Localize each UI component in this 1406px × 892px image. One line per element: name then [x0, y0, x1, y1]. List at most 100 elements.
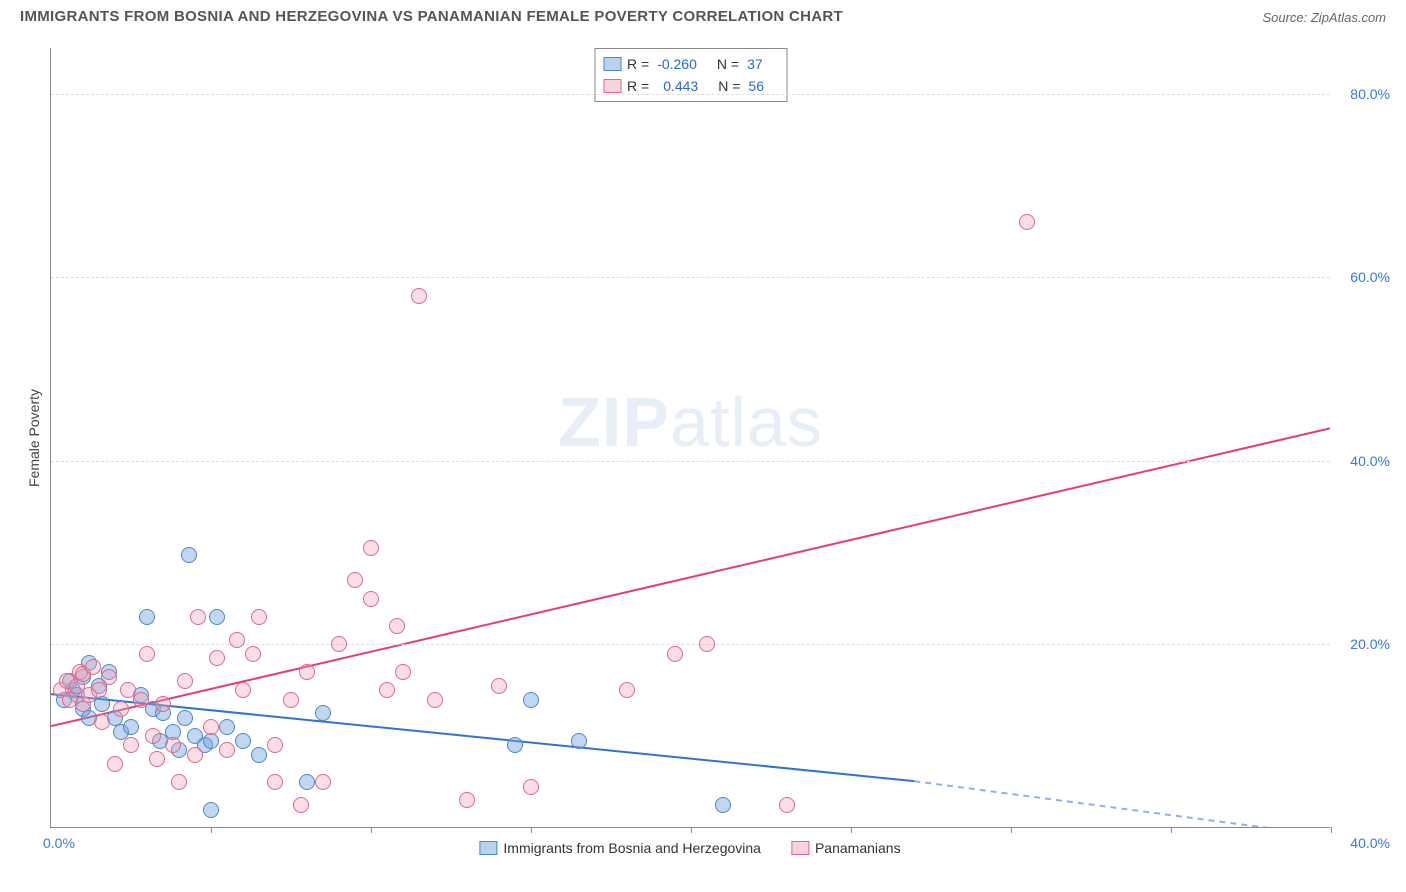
data-point	[149, 751, 165, 767]
data-point	[347, 572, 363, 588]
data-point	[427, 692, 443, 708]
data-point	[229, 632, 245, 648]
x-tick-mark	[1011, 827, 1012, 833]
data-point	[209, 609, 225, 625]
data-point	[85, 659, 101, 675]
scatter-chart: Female Poverty ZIPatlas R = -0.260 N = 3…	[50, 48, 1330, 828]
data-point	[203, 733, 219, 749]
data-point	[139, 646, 155, 662]
legend-label: Panamanians	[815, 840, 901, 856]
data-point	[219, 719, 235, 735]
x-tick-mark	[371, 827, 372, 833]
data-point	[91, 682, 107, 698]
y-tick-label: 20.0%	[1340, 636, 1390, 652]
legend-item-panamanian: Panamanians	[791, 840, 901, 856]
data-point	[267, 737, 283, 753]
x-tick-mark	[1331, 827, 1332, 833]
data-point	[155, 696, 171, 712]
data-point	[235, 682, 251, 698]
x-tick-mark	[211, 827, 212, 833]
data-point	[139, 609, 155, 625]
data-point	[245, 646, 261, 662]
data-point	[389, 618, 405, 634]
swatch-icon	[603, 79, 621, 93]
data-point	[235, 733, 251, 749]
data-point	[491, 678, 507, 694]
data-point	[507, 737, 523, 753]
page-title: IMMIGRANTS FROM BOSNIA AND HERZEGOVINA V…	[20, 8, 843, 25]
data-point	[363, 540, 379, 556]
r-label: R =	[627, 53, 649, 75]
data-point	[299, 664, 315, 680]
data-point	[411, 288, 427, 304]
data-point	[363, 591, 379, 607]
data-point	[145, 728, 161, 744]
data-point	[283, 692, 299, 708]
watermark: ZIPatlas	[558, 382, 823, 462]
n-value: 37	[745, 53, 777, 75]
data-point	[219, 742, 235, 758]
data-point	[203, 719, 219, 735]
data-point	[315, 705, 331, 721]
gridline	[51, 94, 1330, 95]
data-point	[181, 547, 197, 563]
data-point	[113, 701, 129, 717]
data-point	[251, 747, 267, 763]
data-point	[293, 797, 309, 813]
data-point	[94, 714, 110, 730]
data-point	[123, 737, 139, 753]
data-point	[203, 802, 219, 818]
data-point	[379, 682, 395, 698]
x-tick-mark	[851, 827, 852, 833]
gridline	[51, 277, 1330, 278]
n-label: N =	[717, 53, 739, 75]
swatch-icon	[603, 57, 621, 71]
data-point	[779, 797, 795, 813]
gridline	[51, 461, 1330, 462]
source-label: Source: ZipAtlas.com	[1262, 10, 1386, 25]
x-tick-max: 40.0%	[1350, 835, 1390, 851]
data-point	[715, 797, 731, 813]
data-point	[177, 710, 193, 726]
data-point	[171, 774, 187, 790]
legend-item-bosnia: Immigrants from Bosnia and Herzegovina	[479, 840, 761, 856]
swatch-icon	[791, 841, 809, 855]
x-tick-mark	[691, 827, 692, 833]
data-point	[523, 692, 539, 708]
series-legend: Immigrants from Bosnia and Herzegovina P…	[479, 840, 900, 856]
y-axis-label: Female Poverty	[26, 389, 42, 487]
data-point	[190, 609, 206, 625]
data-point	[571, 733, 587, 749]
data-point	[267, 774, 283, 790]
data-point	[123, 719, 139, 735]
data-point	[315, 774, 331, 790]
data-point	[619, 682, 635, 698]
x-tick-min: 0.0%	[43, 835, 75, 851]
r-value: -0.260	[655, 53, 711, 75]
data-point	[523, 779, 539, 795]
x-tick-mark	[531, 827, 532, 833]
data-point	[395, 664, 411, 680]
data-point	[107, 756, 123, 772]
data-point	[94, 696, 110, 712]
trend-lines	[51, 48, 1330, 827]
data-point	[1019, 214, 1035, 230]
data-point	[209, 650, 225, 666]
swatch-icon	[479, 841, 497, 855]
y-tick-label: 80.0%	[1340, 86, 1390, 102]
data-point	[251, 609, 267, 625]
data-point	[699, 636, 715, 652]
data-point	[133, 692, 149, 708]
legend-label: Immigrants from Bosnia and Herzegovina	[503, 840, 761, 856]
y-tick-label: 40.0%	[1340, 453, 1390, 469]
plot-region: ZIPatlas R = -0.260 N = 37 R = 0.443 N =…	[50, 48, 1330, 828]
data-point	[101, 669, 117, 685]
data-point	[331, 636, 347, 652]
data-point	[177, 673, 193, 689]
data-point	[165, 737, 181, 753]
data-point	[187, 747, 203, 763]
stats-row-bosnia: R = -0.260 N = 37	[603, 53, 778, 75]
x-tick-mark	[1171, 827, 1172, 833]
data-point	[299, 774, 315, 790]
data-point	[667, 646, 683, 662]
